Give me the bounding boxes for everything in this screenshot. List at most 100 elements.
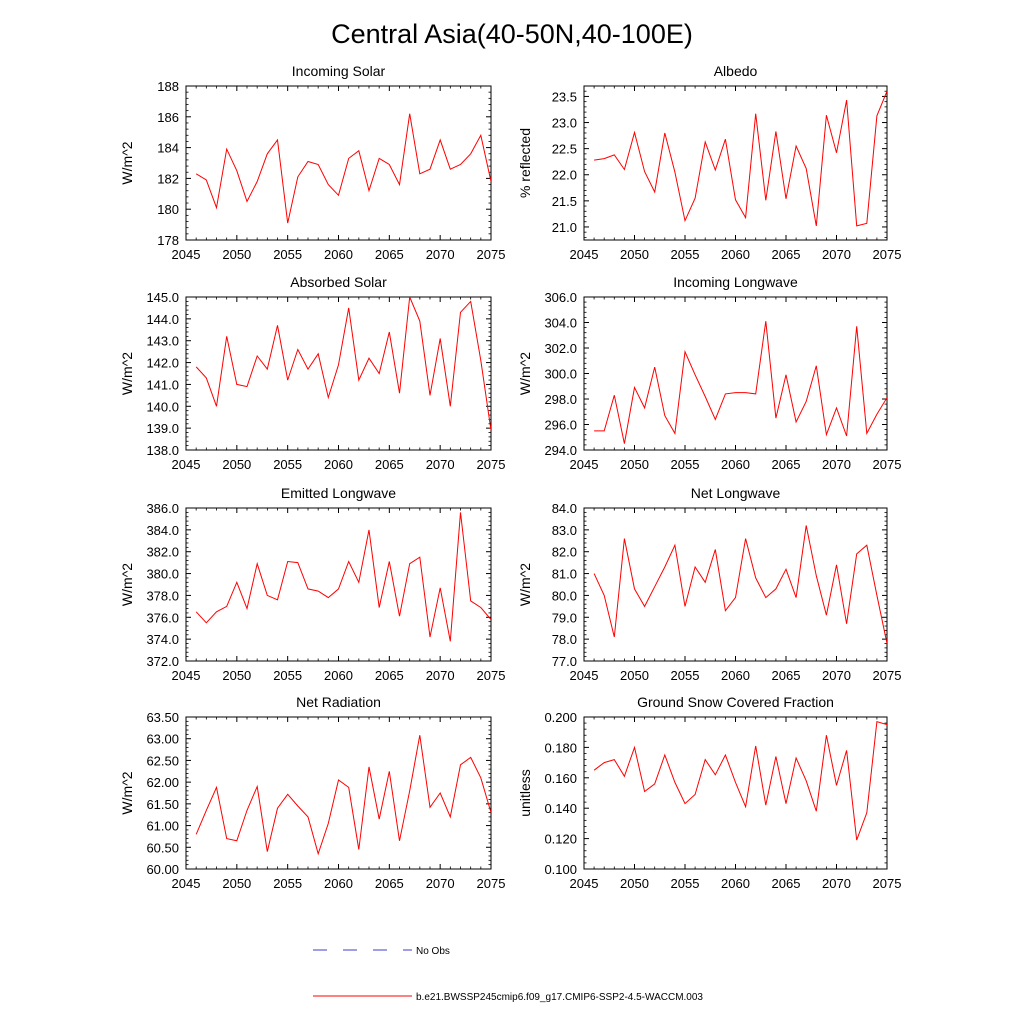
y-tick-label: 378.0 (146, 588, 179, 603)
y-tick-label: 145.0 (146, 290, 179, 305)
x-tick-label: 2050 (620, 247, 649, 262)
legend-model-label: b.e21.BWSSP245cmip6.f09_g17.CMIP6-SSP2-4… (416, 992, 703, 1003)
x-tick-label: 2070 (426, 668, 455, 683)
x-tick-label: 2050 (620, 668, 649, 683)
panel-title: Ground Snow Covered Fraction (637, 694, 834, 710)
y-tick-label: 0.100 (544, 862, 577, 877)
y-tick-label: 21.5 (552, 194, 577, 209)
y-tick-label: 21.0 (552, 220, 577, 235)
y-tick-label: 386.0 (146, 501, 179, 516)
y-tick-label: 62.00 (146, 775, 179, 790)
y-tick-label: 298.0 (544, 392, 577, 407)
x-tick-label: 2065 (772, 247, 801, 262)
x-tick-label: 2050 (620, 457, 649, 472)
y-tick-label: 306.0 (544, 290, 577, 305)
x-tick-label: 2075 (873, 247, 902, 262)
x-tick-label: 2060 (324, 668, 353, 683)
x-tick-label: 2070 (822, 876, 851, 891)
series-line-emitted-longwave (195, 512, 491, 642)
y-tick-label: 63.50 (146, 710, 179, 725)
y-tick-label: 186 (157, 110, 179, 125)
y-tick-label: 180 (157, 202, 179, 217)
y-tick-label: 302.0 (544, 341, 577, 356)
y-tick-label: 141.0 (146, 377, 179, 392)
x-tick-label: 2045 (570, 247, 599, 262)
y-axis-label: W/m^2 (517, 563, 533, 606)
x-tick-label: 2070 (822, 668, 851, 683)
y-tick-label: 0.140 (544, 801, 577, 816)
y-tick-label: 138.0 (146, 443, 179, 458)
panel-title: Absorbed Solar (290, 274, 387, 290)
y-tick-label: 60.50 (146, 840, 179, 855)
y-tick-label: 80.0 (552, 588, 577, 603)
x-tick-label: 2070 (426, 457, 455, 472)
x-tick-label: 2070 (822, 457, 851, 472)
panel-ground-snow-covered-fraction: Ground Snow Covered Fraction unitless 2045… (517, 694, 901, 891)
y-tick-label: 142.0 (146, 356, 179, 371)
x-tick-label: 2070 (426, 247, 455, 262)
panel-title: Incoming Longwave (673, 274, 798, 290)
y-tick-label: 23.0 (552, 116, 577, 131)
panel-grid: Incoming Solar W/m^2 2045 2050 2055 2060 2065 2… (119, 63, 901, 891)
panel-title: Emitted Longwave (281, 485, 396, 501)
x-tick-label: 2045 (570, 876, 599, 891)
x-tick-label: 2050 (222, 668, 251, 683)
x-tick-label: 2045 (172, 668, 201, 683)
y-tick-label: 188 (157, 79, 179, 94)
y-tick-label: 77.0 (552, 654, 577, 669)
y-tick-label: 0.200 (544, 710, 577, 725)
legend: No Obs b.e21.BWSSP245cmip6.f09_g17.CMIP6… (313, 946, 703, 1003)
x-tick-label: 2075 (477, 457, 506, 472)
x-tick-label: 2060 (324, 457, 353, 472)
series-line-ground-snow-covered-fraction (593, 720, 887, 841)
x-tick-label: 2050 (222, 247, 251, 262)
y-tick-label: 184 (157, 141, 179, 156)
x-tick-label: 2045 (570, 668, 599, 683)
y-tick-label: 60.00 (146, 862, 179, 877)
x-tick-label: 2055 (273, 668, 302, 683)
y-tick-label: 304.0 (544, 316, 577, 331)
y-axis-label: % reflected (517, 128, 533, 198)
x-tick-label: 2050 (222, 457, 251, 472)
x-tick-label: 2060 (721, 457, 750, 472)
panel-incoming-longwave: Incoming Longwave W/m^2 2045 2050 2055 2060 20… (517, 274, 901, 472)
x-tick-label: 2045 (172, 876, 201, 891)
y-tick-label: 79.0 (552, 610, 577, 625)
y-tick-label: 22.5 (552, 142, 577, 157)
y-tick-label: 372.0 (146, 654, 179, 669)
y-tick-label: 384.0 (146, 523, 179, 538)
y-tick-label: 84.0 (552, 501, 577, 516)
x-tick-label: 2065 (375, 668, 404, 683)
x-tick-label: 2065 (772, 668, 801, 683)
x-tick-label: 2055 (671, 247, 700, 262)
series-line-incoming-solar (195, 113, 491, 224)
y-tick-label: 82.0 (552, 545, 577, 560)
x-tick-label: 2065 (375, 457, 404, 472)
panel-incoming-solar: Incoming Solar W/m^2 2045 2050 2055 2060 2065 2… (119, 63, 505, 262)
x-tick-label: 2060 (324, 247, 353, 262)
y-tick-label: 0.180 (544, 740, 577, 755)
y-tick-label: 144.0 (146, 312, 179, 327)
y-tick-label: 382.0 (146, 545, 179, 560)
y-tick-label: 294.0 (544, 443, 577, 458)
plot-frame (185, 507, 492, 662)
panel-emitted-longwave: Emitted Longwave W/m^2 2045 2050 2055 2060 206… (119, 485, 505, 683)
x-tick-label: 2075 (477, 668, 506, 683)
x-tick-label: 2060 (324, 876, 353, 891)
x-tick-label: 2055 (273, 247, 302, 262)
x-tick-label: 2045 (172, 457, 201, 472)
y-tick-label: 63.00 (146, 732, 179, 747)
x-tick-label: 2065 (772, 876, 801, 891)
y-axis-label: W/m^2 (517, 352, 533, 395)
series-line-net-radiation (195, 735, 491, 856)
x-tick-label: 2065 (772, 457, 801, 472)
x-tick-label: 2060 (721, 668, 750, 683)
x-tick-label: 2075 (477, 247, 506, 262)
y-axis-label: W/m^2 (119, 352, 135, 395)
x-tick-label: 2055 (671, 876, 700, 891)
x-tick-label: 2065 (375, 247, 404, 262)
y-tick-label: 182 (157, 171, 179, 186)
x-tick-label: 2055 (273, 457, 302, 472)
series-line-absorbed-solar (195, 297, 491, 431)
